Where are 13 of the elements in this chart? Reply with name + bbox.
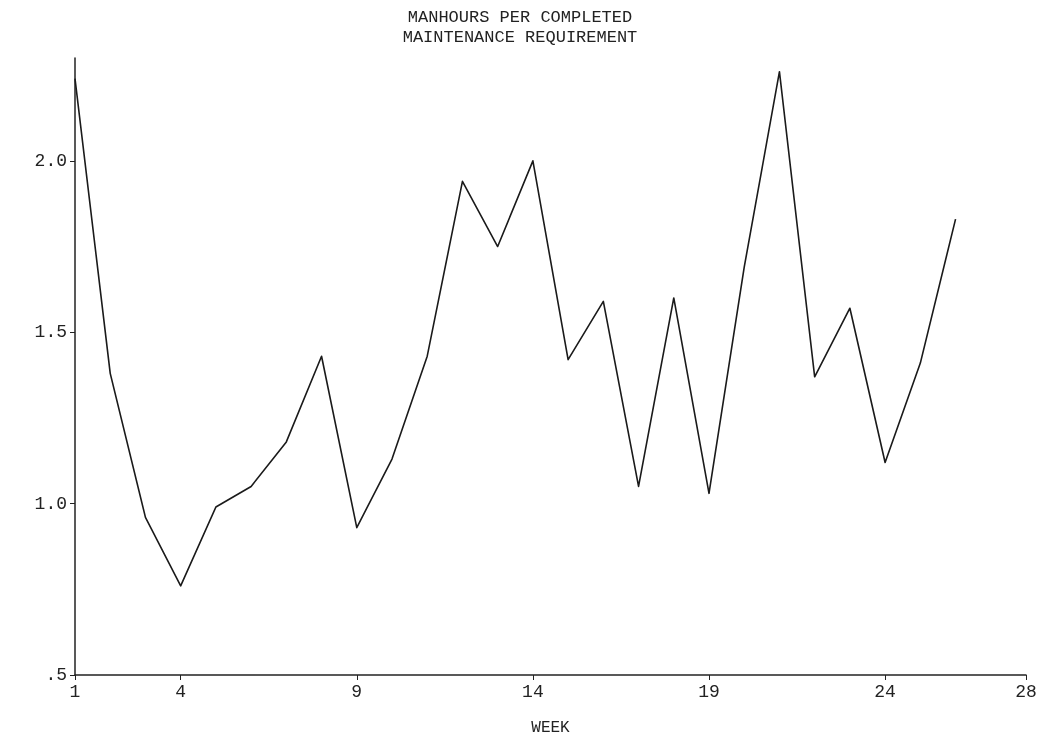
- chart-title: MANHOURS PER COMPLETED MAINTENANCE REQUIREMENT: [402, 7, 638, 47]
- x-tick-label: 28: [1015, 682, 1037, 702]
- x-tick-label: 19: [698, 682, 720, 702]
- x-tick-label: 14: [522, 682, 544, 702]
- y-tick-label: 2.0: [34, 150, 67, 171]
- x-tick-label: 9: [351, 682, 363, 702]
- y-tick-label: 1.0: [34, 493, 67, 514]
- y-tick-label: .5: [45, 665, 67, 685]
- y-tick-label: 1.5: [34, 322, 67, 343]
- x-tick-label: 4: [175, 682, 187, 702]
- x-tick-label: 24: [874, 682, 896, 702]
- x-axis-title: WEEK: [531, 719, 571, 737]
- x-tick-label: 1: [69, 682, 81, 702]
